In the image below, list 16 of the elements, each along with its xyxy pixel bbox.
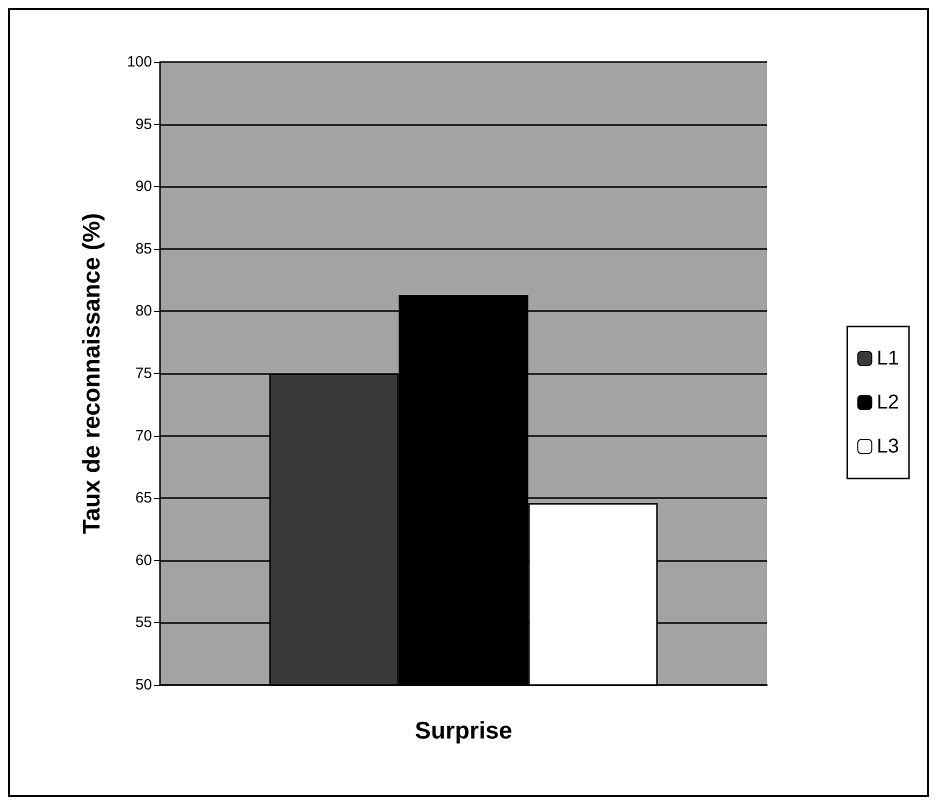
y-tick-label: 50 [135,676,152,694]
y-tick-label: 95 [135,116,152,133]
y-tick-label: 60 [135,552,152,569]
y-tick-label: 75 [135,365,152,382]
legend-label: L3 [876,436,900,458]
y-tick-label: 70 [135,427,152,444]
y-tick-label: 85 [135,240,152,258]
y-tick-label: 65 [135,490,152,507]
y-tick-label: 100 [126,54,152,70]
legend-label: L1 [876,348,900,370]
y-tick-label: 80 [135,302,152,320]
x-tick-label: Surprise [414,718,512,744]
y-tick-label: 90 [135,178,152,196]
y-tick-label: 55 [135,614,152,632]
legend-label: L2 [876,392,900,414]
y-axis-title: Taux de reconnaissance (%) [78,213,106,534]
